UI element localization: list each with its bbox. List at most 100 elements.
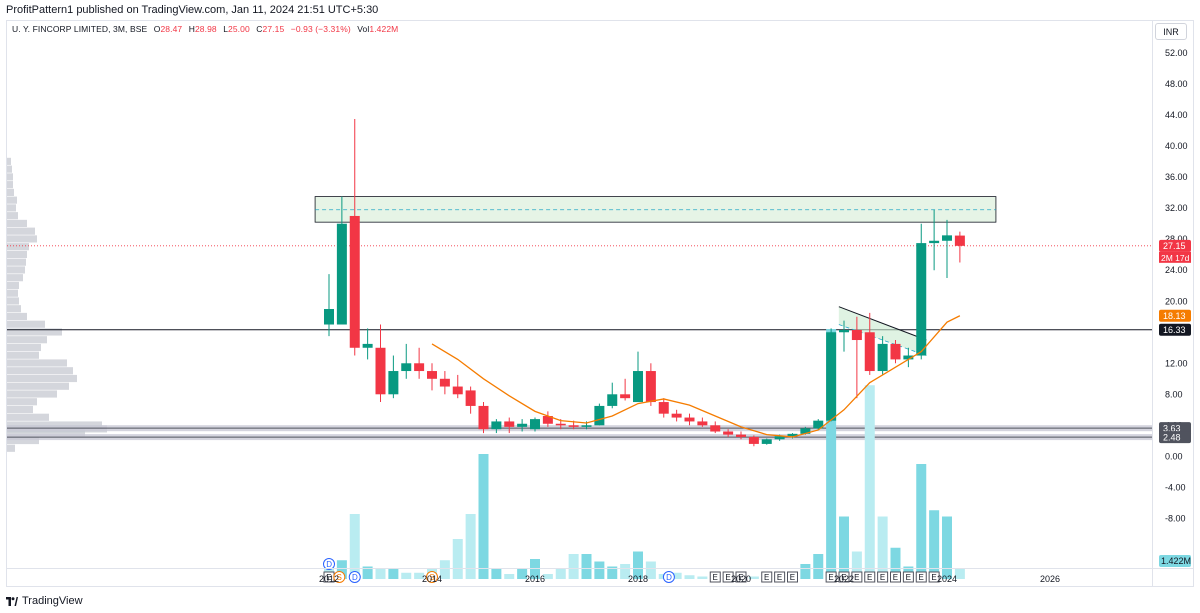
- volume-bar: [839, 516, 849, 579]
- y-axis-tick-label: 36.00: [1165, 172, 1188, 182]
- candle-body: [504, 421, 515, 427]
- currency-button[interactable]: INR: [1155, 23, 1187, 40]
- candle-body: [877, 343, 888, 372]
- price-chart[interactable]: DE S D S D E E E E E E E E E E E E E E E52.0048.0044.0040.0…: [7, 21, 1193, 586]
- volume-profile-bar: [7, 243, 29, 251]
- publication-header: ProfitPattern1 published on TradingView.…: [0, 0, 1200, 20]
- earnings-marker: [928, 571, 940, 583]
- earnings-marker-label: E: [841, 573, 846, 582]
- earnings-marker: [864, 571, 876, 583]
- y-axis-tick-label: 8.00: [1165, 389, 1183, 399]
- wedge-upper-line: [838, 306, 927, 341]
- dividend-marker: [662, 571, 675, 583]
- x-axis-tick-label: 2014: [422, 574, 442, 584]
- candle-body: [710, 425, 721, 432]
- candle-body: [568, 425, 579, 427]
- y-axis-tick-label: 24.00: [1165, 265, 1188, 275]
- y-axis-tick-label: 12.00: [1165, 358, 1188, 368]
- earnings-marker: [890, 571, 901, 583]
- x-axis-tick-label: 2022: [834, 574, 854, 584]
- earnings-marker-label: E: [931, 573, 936, 582]
- earnings-marker: [787, 571, 798, 583]
- volume-axis-label: 1.422M: [1161, 556, 1191, 566]
- chart-panel[interactable]: D E S D S D E E E E E E E E E E E E E E E 52.00 48.00 44.00 40.0…: [6, 20, 1194, 587]
- volume-profile-bar: [7, 289, 18, 297]
- earnings-marker-label: E: [326, 573, 331, 582]
- volume-bar: [452, 539, 463, 579]
- y-axis-tick-label: 0.00: [1165, 451, 1183, 461]
- bar-countdown-label: 2M 17d: [1161, 253, 1190, 263]
- dividend-marker-label: D: [352, 573, 358, 582]
- candle-body: [452, 386, 463, 395]
- open-label: O: [153, 24, 161, 34]
- level-price-label-bg: [1159, 323, 1191, 336]
- countdown-bg: [1159, 251, 1191, 263]
- resistance-zone: [314, 196, 997, 223]
- volume-profile-bar: [7, 382, 69, 390]
- candle-body: [851, 329, 862, 341]
- volume-bar: [800, 564, 811, 579]
- volume-bar: [517, 569, 528, 579]
- earnings-marker-label: E: [725, 573, 730, 582]
- high-label: H: [188, 24, 195, 34]
- candle-body: [800, 428, 811, 434]
- candle-body: [375, 347, 386, 395]
- volume-bar: [942, 516, 952, 579]
- candle-body: [774, 436, 785, 440]
- earnings-marker-label: E: [764, 573, 769, 582]
- low-value: 25.00: [228, 24, 250, 34]
- earnings-marker: [851, 571, 863, 583]
- volume-profile-bar: [7, 320, 45, 328]
- candle-body: [942, 235, 952, 241]
- candle-body: [684, 417, 695, 422]
- volume-bar: [671, 572, 682, 579]
- footer-brand[interactable]: TradingView: [6, 592, 83, 610]
- earnings-marker: [709, 571, 721, 583]
- volume-profile-bar: [7, 413, 49, 421]
- moving-average-price-label-bg: [1159, 309, 1191, 322]
- earnings-marker-label: E: [918, 573, 923, 582]
- volume-profile-bar: [7, 343, 41, 352]
- volume-bar: [375, 569, 386, 579]
- volume-bar: [929, 510, 940, 579]
- volume-profile-bar: [7, 312, 27, 321]
- volume-profile-bar: [7, 297, 19, 305]
- volume-profile-bar: [7, 235, 37, 243]
- volume-bar: [401, 572, 412, 579]
- level-price-label-bg: [1159, 431, 1191, 444]
- y-axis-tick-label: 28.00: [1165, 234, 1188, 244]
- symbol-label[interactable]: U. Y. FINCORP LIMITED, 3M, BSE: [12, 24, 148, 34]
- y-axis-tick-label: -4.00: [1165, 482, 1186, 492]
- volume-profile-bar: [7, 367, 73, 375]
- candle-body: [530, 419, 540, 430]
- candle-body: [890, 343, 901, 360]
- candle-body: [826, 332, 837, 421]
- candle-body: [839, 329, 849, 333]
- volume-bar: [439, 560, 450, 579]
- volume-profile-bar: [7, 196, 17, 204]
- candle-body: [388, 371, 399, 395]
- volume-profile-bar: [7, 212, 18, 220]
- volume-profile-bar: [7, 429, 85, 437]
- volume-bar: [633, 551, 643, 579]
- y-axis-tick-label: 40.00: [1165, 141, 1188, 151]
- volume-bar: [813, 554, 824, 579]
- low-label: L: [223, 24, 229, 34]
- volume-profile-bar: [7, 374, 77, 383]
- candle-body: [324, 309, 334, 325]
- candle-body: [349, 215, 360, 348]
- volume-profile-bar: [7, 219, 27, 227]
- candle-body: [748, 436, 759, 444]
- volume-bar: [542, 574, 553, 579]
- candle-body: [555, 423, 566, 426]
- earnings-marker: [761, 571, 773, 583]
- volume-value: 1.422M: [369, 24, 399, 34]
- candle-body: [491, 421, 502, 430]
- moving-average-line: [431, 315, 961, 438]
- x-axis-tick-label: 2016: [525, 574, 545, 584]
- candle-body: [761, 439, 772, 444]
- close-label: C: [256, 24, 263, 34]
- brand-label: TradingView: [22, 595, 83, 607]
- candle-body: [633, 371, 643, 403]
- x-axis-tick-label: 2012: [319, 574, 339, 584]
